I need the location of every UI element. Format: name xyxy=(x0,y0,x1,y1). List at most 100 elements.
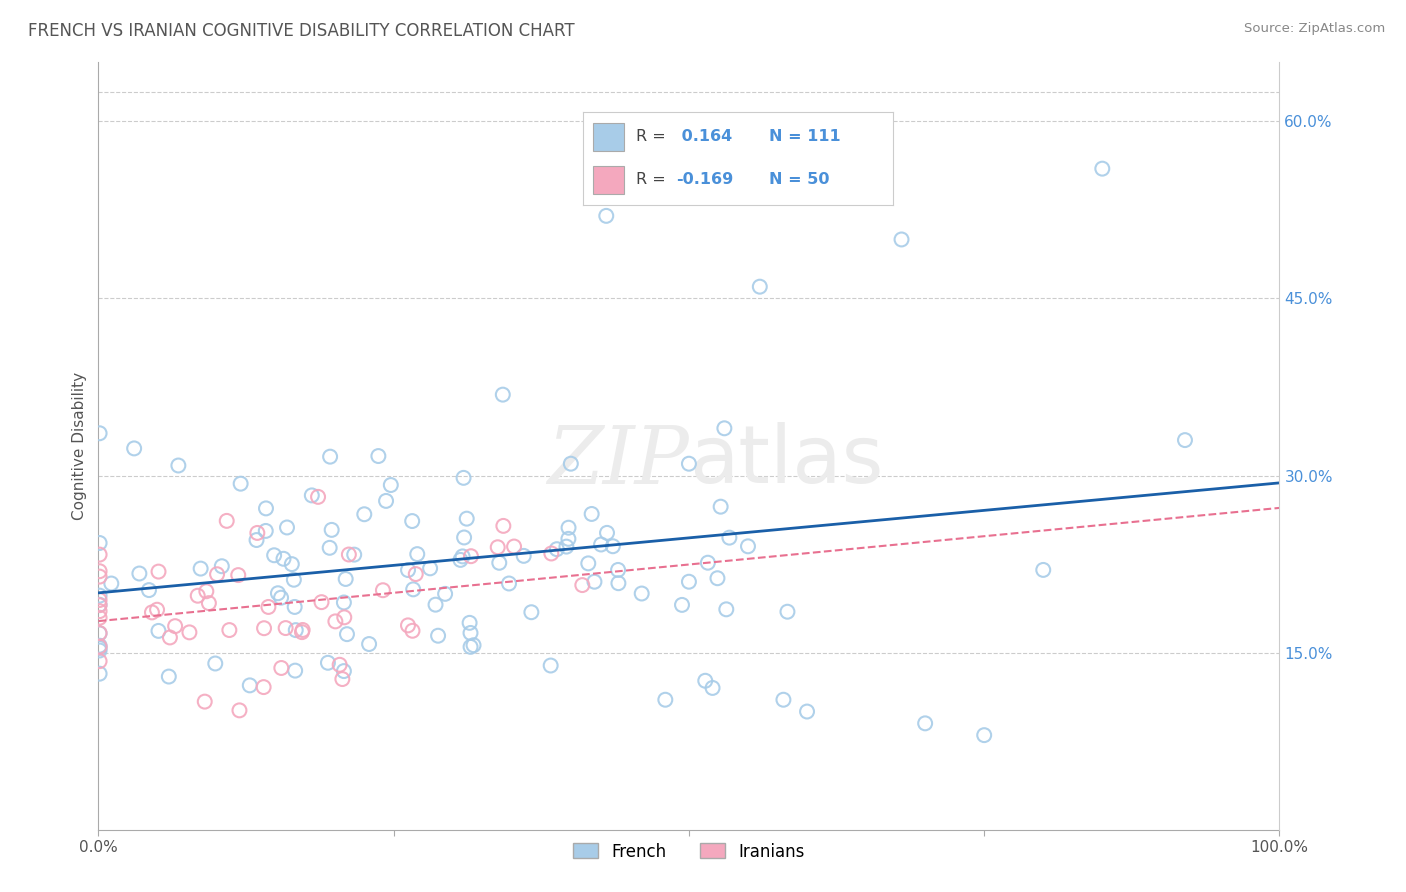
Point xyxy=(194,695,217,709)
Point xyxy=(337,548,360,562)
Point xyxy=(283,573,305,587)
Text: -0.169: -0.169 xyxy=(676,172,734,187)
Point xyxy=(148,624,170,638)
Point xyxy=(89,643,111,657)
Point xyxy=(122,442,145,456)
Point xyxy=(218,623,240,637)
Point xyxy=(581,507,603,521)
Point xyxy=(239,678,262,692)
Point xyxy=(332,672,354,686)
Point xyxy=(463,638,485,652)
Text: R =: R = xyxy=(636,129,671,145)
Text: R =: R = xyxy=(636,172,671,187)
Point xyxy=(460,640,482,654)
Point xyxy=(291,623,314,637)
Point xyxy=(713,421,735,435)
Point xyxy=(396,563,419,577)
Point xyxy=(325,615,347,629)
Point xyxy=(318,541,340,555)
Point xyxy=(319,450,342,464)
Point xyxy=(596,525,619,540)
Point xyxy=(401,624,423,638)
Point xyxy=(89,589,111,603)
Point xyxy=(695,673,717,688)
Point xyxy=(737,539,759,553)
Point xyxy=(486,541,509,555)
Point xyxy=(89,611,111,625)
Point xyxy=(167,458,190,473)
Point xyxy=(540,547,562,561)
Point xyxy=(401,514,423,528)
Point xyxy=(458,615,481,630)
Point xyxy=(571,578,593,592)
Point xyxy=(451,549,474,564)
Point xyxy=(284,664,307,678)
Point xyxy=(371,583,394,598)
Point xyxy=(630,586,652,600)
Point xyxy=(284,599,307,614)
Point xyxy=(254,524,277,538)
Point xyxy=(165,619,187,633)
Point xyxy=(333,664,356,678)
Point xyxy=(453,531,475,545)
Point xyxy=(427,629,450,643)
Text: N = 50: N = 50 xyxy=(769,172,830,187)
Point xyxy=(89,639,111,653)
Point xyxy=(89,598,111,612)
Point xyxy=(375,494,398,508)
Point xyxy=(138,583,160,598)
Point xyxy=(643,173,665,187)
Point xyxy=(229,476,252,491)
Point xyxy=(270,591,292,605)
Point xyxy=(157,669,180,683)
Point xyxy=(284,623,307,637)
Point xyxy=(179,625,201,640)
Point xyxy=(198,596,221,610)
Point xyxy=(148,565,170,579)
Point xyxy=(702,681,724,695)
Point xyxy=(557,532,579,546)
Point xyxy=(492,387,515,401)
Point xyxy=(367,449,389,463)
Point xyxy=(329,657,352,672)
Point xyxy=(405,567,427,582)
Legend: French, Iranians: French, Iranians xyxy=(567,836,811,867)
Point xyxy=(546,542,568,557)
Point xyxy=(274,621,297,635)
Point xyxy=(89,426,111,441)
Point xyxy=(267,586,290,600)
Point xyxy=(253,621,276,635)
Point xyxy=(245,533,267,547)
Point xyxy=(89,626,111,640)
Point xyxy=(1032,563,1054,577)
Point xyxy=(89,598,111,612)
Point xyxy=(204,657,226,671)
Point xyxy=(89,548,111,562)
Point xyxy=(276,520,298,534)
Point xyxy=(301,488,323,502)
Point xyxy=(89,564,111,578)
Point xyxy=(460,549,482,564)
Point xyxy=(205,567,228,582)
Point xyxy=(316,656,339,670)
Text: FRENCH VS IRANIAN COGNITIVE DISABILITY CORRELATION CHART: FRENCH VS IRANIAN COGNITIVE DISABILITY C… xyxy=(28,22,575,40)
Point xyxy=(434,587,457,601)
Point xyxy=(607,576,630,591)
Point xyxy=(190,561,212,575)
Text: 0.164: 0.164 xyxy=(676,129,733,145)
Point xyxy=(307,490,329,504)
Point xyxy=(89,536,111,550)
Point xyxy=(146,603,169,617)
Point xyxy=(396,618,419,632)
Point xyxy=(89,626,111,640)
Point xyxy=(228,703,250,717)
Point xyxy=(1091,161,1114,176)
Point xyxy=(89,666,111,681)
Point xyxy=(776,605,799,619)
Point xyxy=(100,576,122,591)
Point xyxy=(718,531,741,545)
Point xyxy=(450,553,472,567)
Point xyxy=(333,610,356,624)
Point xyxy=(281,557,304,571)
Point xyxy=(246,525,269,540)
